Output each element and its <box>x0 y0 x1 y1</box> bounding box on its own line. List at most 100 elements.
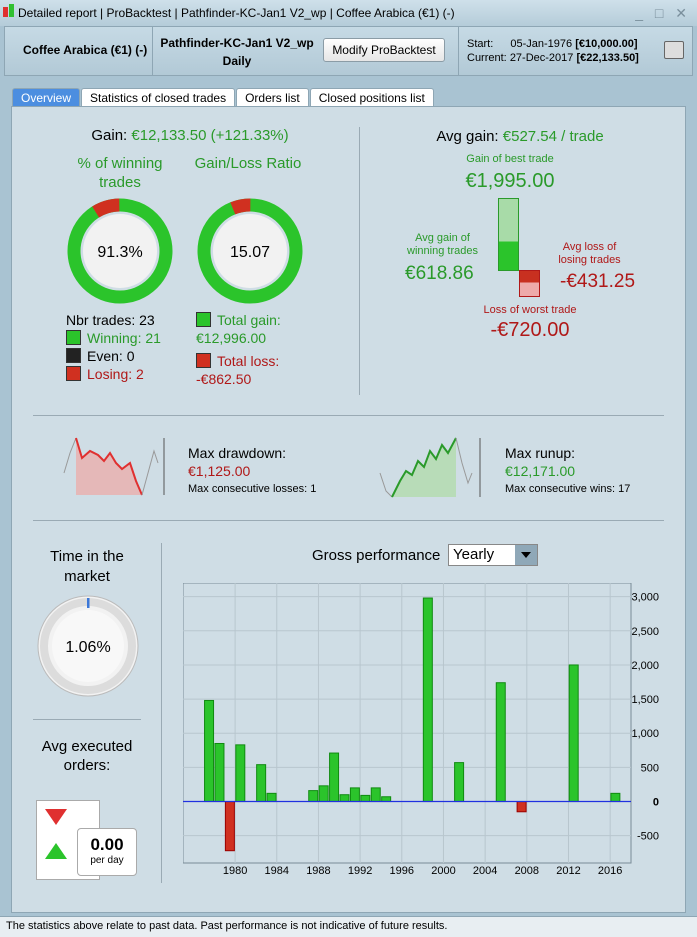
bar-1989 <box>329 752 340 803</box>
orders-title: Avg executed orders: <box>41 738 133 774</box>
total-gain-value: €12,996.00 <box>196 330 267 346</box>
nbr-trades: Nbr trades: 23 <box>66 312 155 328</box>
bar-1991 <box>349 787 360 803</box>
y-tick-label: -500 <box>637 831 659 843</box>
even-count: Even: 0 <box>87 348 135 364</box>
x-tick-label: 2012 <box>556 865 580 877</box>
tab-statistics[interactable]: Statistics of closed trades <box>81 88 236 107</box>
drawdown-chart <box>63 437 165 496</box>
avg-loss-label: Avg loss of losing trades <box>558 241 621 266</box>
bar-1980 <box>235 744 246 803</box>
gross-performance-chart: 1980 1984 1988 1992 1996 2000 2004 2008 2012 2016… <box>183 583 659 877</box>
drawdown-sub: Max consecutive losses: 1 <box>188 483 317 495</box>
ratio-title: Gain/Loss Ratio <box>194 155 302 172</box>
bar-2001 <box>454 762 465 803</box>
winning-pct: 91.3% <box>97 244 142 261</box>
runup-value: €12,171.00 <box>505 463 576 479</box>
start-value: [€10,000.00] <box>575 38 638 50</box>
start-label: Start: <box>467 38 494 50</box>
runup-block: Max runup: €12,171.00 Max consecutive wi… <box>505 444 630 498</box>
x-tick-label: 2004 <box>473 865 497 877</box>
period-select[interactable]: Yearly <box>448 544 538 566</box>
totals: Total gain: €12,996.00 Total loss: -€862… <box>196 311 281 388</box>
tab-closed-positions[interactable]: Closed positions list <box>309 88 434 107</box>
chevron-down-icon[interactable] <box>515 545 537 565</box>
current-row: Current: 27-Dec-2017 [€22,133.50] <box>467 52 639 64</box>
total-loss-label: Total loss: <box>217 353 280 369</box>
timeframe: Daily <box>222 54 252 68</box>
avg-gain: Avg gain: €527.54 / trade <box>370 128 670 145</box>
perf-title: Gross performance <box>312 547 441 564</box>
modify-probacktest-button[interactable]: Modify ProBacktest <box>323 38 445 62</box>
avg-loss-value: -€431.25 <box>560 271 636 292</box>
winning-swatch <box>66 330 81 345</box>
orders-box: 0.00 per day <box>77 828 137 876</box>
drawdown-label: Max drawdown: <box>188 445 287 461</box>
bar-1977 <box>204 699 215 803</box>
bar-2016 <box>610 792 621 803</box>
current-label: Current: <box>467 52 507 64</box>
avg-bar-loss <box>519 270 540 297</box>
bar-1992 <box>360 794 371 803</box>
avg-bar-gain <box>498 198 519 271</box>
runup-chart <box>379 437 481 498</box>
window-controls[interactable]: _ □ ✕ <box>635 5 691 21</box>
bar-1993 <box>370 787 381 803</box>
orders-value: 0.00 <box>90 835 124 854</box>
avg-gain-label: Avg gain: <box>436 128 499 145</box>
plot-area <box>183 583 632 864</box>
gain-value: €12,133.50 (+121.33%) <box>131 127 289 144</box>
instrument-name: Coffee Arabica (€1) (-) <box>23 43 148 57</box>
total-gain-swatch <box>196 312 211 327</box>
period-select-value: Yearly <box>453 546 495 563</box>
tab-overview[interactable]: Overview <box>12 88 81 107</box>
y-tick-label: 2,500 <box>631 626 659 638</box>
market-value: 1.06% <box>65 639 110 656</box>
x-tick-label: 2000 <box>431 865 455 877</box>
bar-1998 <box>422 597 433 803</box>
bar-1994 <box>381 796 392 803</box>
tab-orders-list[interactable]: Orders list <box>236 88 309 107</box>
x-tick-label: 2016 <box>598 865 622 877</box>
start-row: Start: 05-Jan-1976 [€10,000.00] <box>467 38 638 50</box>
avg-gain-value: €527.54 / trade <box>502 128 604 145</box>
total-loss-swatch <box>196 353 211 368</box>
x-tick-label: 1980 <box>223 865 247 877</box>
current-date: 27-Dec-2017 <box>509 52 574 64</box>
x-tick-label: 1996 <box>390 865 414 877</box>
trade-counts: Nbr trades: 23 Winning: 21 Even: 0 Losin… <box>66 311 161 383</box>
total-loss-value: -€862.50 <box>196 371 252 387</box>
strategy-name: Pathfinder-KC-Jan1 V2_wp <box>160 36 314 50</box>
bar-1983 <box>266 792 277 803</box>
even-swatch <box>66 348 81 363</box>
runup-sub: Max consecutive wins: 17 <box>505 483 631 495</box>
worst-trade-value: -€720.00 <box>490 319 570 341</box>
y-tick-label: 2,000 <box>631 660 659 672</box>
drawdown-value: €1,125.00 <box>188 463 251 479</box>
arrow-down-icon <box>45 809 67 825</box>
best-trade-label: Gain of best trade <box>466 153 554 165</box>
orders-unit: per day <box>90 855 124 866</box>
runup-label: Max runup: <box>505 445 576 461</box>
candlestick-icon-green <box>9 4 14 17</box>
bar-1988 <box>318 785 329 803</box>
market-gauge: 1.06% <box>37 595 139 697</box>
avg-win-value: €618.86 <box>405 263 474 284</box>
avg-win-label: Avg gain of winning trades <box>407 232 478 257</box>
bar-1978 <box>214 742 225 803</box>
ratio-value: 15.07 <box>230 244 270 261</box>
drawdown-block: Max drawdown: €1,125.00 Max consecutive … <box>188 444 316 498</box>
gain-summary: Gain: €12,133.50 (+121.33%) <box>30 127 350 144</box>
current-value: [€22,133.50] <box>576 52 639 64</box>
arrow-up-icon <box>45 843 67 859</box>
x-tick-label: 2008 <box>515 865 539 877</box>
winning-title: % of winning trades <box>77 155 163 191</box>
y-tick-label: 1,000 <box>631 728 659 740</box>
print-icon[interactable] <box>664 41 684 59</box>
bar-1987 <box>308 790 319 803</box>
losing-count: Losing: 2 <box>87 366 144 382</box>
window-title: Detailed report | ProBacktest | Pathfind… <box>18 6 455 20</box>
report-header: Coffee Arabica (€1) (-) Pathfinder-KC-Ja… <box>4 26 693 76</box>
market-title: Time in the market <box>50 548 124 585</box>
bar-2007 <box>516 801 527 813</box>
